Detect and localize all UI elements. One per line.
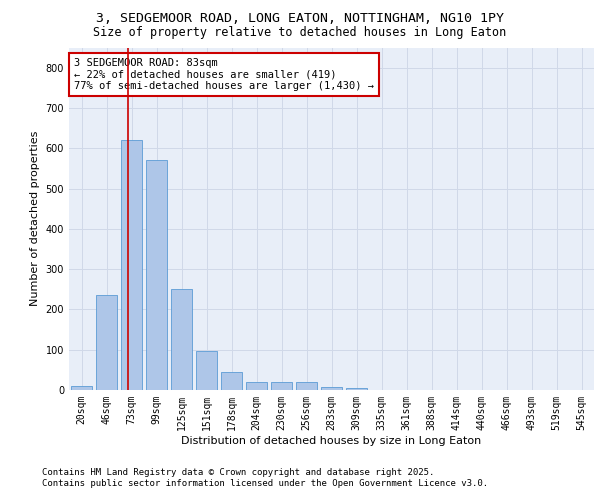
Bar [246, 382, 267, 390]
Text: 3, SEDGEMOOR ROAD, LONG EATON, NOTTINGHAM, NG10 1PY: 3, SEDGEMOOR ROAD, LONG EATON, NOTTINGHA… [96, 12, 504, 26]
Bar [346, 388, 367, 390]
Text: Contains HM Land Registry data © Crown copyright and database right 2025.
Contai: Contains HM Land Registry data © Crown c… [42, 468, 488, 487]
Bar [296, 382, 317, 390]
Y-axis label: Number of detached properties: Number of detached properties [30, 131, 40, 306]
Bar [146, 160, 167, 390]
Bar [321, 387, 342, 390]
X-axis label: Distribution of detached houses by size in Long Eaton: Distribution of detached houses by size … [181, 436, 482, 446]
Bar [71, 386, 92, 390]
Bar [121, 140, 142, 390]
Bar [271, 382, 292, 390]
Text: 3 SEDGEMOOR ROAD: 83sqm
← 22% of detached houses are smaller (419)
77% of semi-d: 3 SEDGEMOOR ROAD: 83sqm ← 22% of detache… [74, 58, 374, 91]
Bar [221, 372, 242, 390]
Bar [196, 350, 217, 390]
Bar [171, 290, 192, 390]
Bar [96, 296, 117, 390]
Text: Size of property relative to detached houses in Long Eaton: Size of property relative to detached ho… [94, 26, 506, 39]
